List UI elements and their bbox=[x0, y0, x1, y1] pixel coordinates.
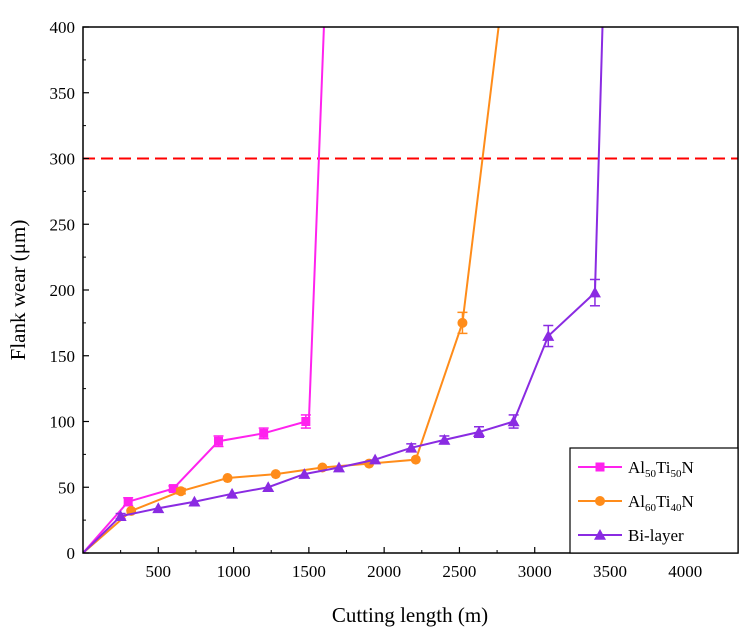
series-line bbox=[83, 27, 325, 553]
y-tick-label: 250 bbox=[50, 215, 76, 234]
legend-entry-0: Al50Ti50N bbox=[578, 458, 694, 480]
data-point bbox=[222, 473, 233, 484]
legend-subscript: 50 bbox=[671, 468, 683, 480]
data-point bbox=[405, 441, 418, 453]
series-2 bbox=[83, 27, 604, 553]
data-point bbox=[175, 486, 186, 497]
x-tick-label: 2000 bbox=[367, 562, 401, 581]
x-tick-label: 1500 bbox=[292, 562, 326, 581]
y-tick-label: 200 bbox=[50, 281, 76, 300]
x-tick-label: 2500 bbox=[442, 562, 476, 581]
y-tick-label: 300 bbox=[50, 150, 76, 169]
series-line bbox=[83, 27, 604, 553]
data-point bbox=[270, 469, 281, 480]
x-tick-label: 3500 bbox=[593, 562, 627, 581]
data-point bbox=[298, 468, 311, 479]
legend-text-part: Al bbox=[628, 492, 645, 511]
x-tick-label: 500 bbox=[146, 562, 172, 581]
legend-label: Al60Ti40N bbox=[628, 492, 694, 514]
y-tick-label: 400 bbox=[50, 18, 76, 37]
data-point bbox=[214, 436, 224, 446]
data-point bbox=[369, 453, 382, 465]
data-point bbox=[226, 487, 239, 499]
data-point bbox=[262, 481, 275, 493]
x-tick-label: 3000 bbox=[518, 562, 552, 581]
data-point bbox=[542, 330, 555, 341]
legend-text-part: Ti bbox=[656, 458, 671, 477]
data-point bbox=[188, 495, 201, 507]
legend-subscript: 50 bbox=[645, 468, 657, 480]
data-point bbox=[332, 461, 345, 473]
series-1 bbox=[83, 27, 500, 553]
legend-text-part: Ti bbox=[656, 492, 671, 511]
data-point bbox=[507, 415, 520, 427]
data-point bbox=[438, 433, 451, 445]
y-axis-label: Flank wear (μm) bbox=[6, 220, 30, 361]
legend-swatch-marker bbox=[595, 462, 605, 472]
legend-text-part: Al bbox=[628, 458, 645, 477]
data-point bbox=[588, 286, 601, 298]
data-point bbox=[168, 484, 178, 494]
data-point bbox=[152, 502, 165, 514]
x-axis-label: Cutting length (m) bbox=[332, 603, 488, 627]
legend-swatch-marker bbox=[595, 496, 605, 506]
data-point bbox=[473, 426, 486, 437]
data-point bbox=[123, 497, 133, 507]
series-0 bbox=[83, 27, 325, 553]
legend-label: Al50Ti50N bbox=[628, 458, 694, 480]
legend-text-part: N bbox=[682, 458, 694, 477]
data-point bbox=[259, 428, 269, 438]
legend-entry-1: Al60Ti40N bbox=[578, 492, 694, 514]
y-tick-label: 50 bbox=[58, 478, 75, 497]
legend-subscript: 40 bbox=[671, 502, 683, 514]
x-tick-label: 4000 bbox=[668, 562, 702, 581]
y-tick-label: 350 bbox=[50, 84, 76, 103]
plot-layer bbox=[83, 27, 738, 553]
data-point bbox=[410, 454, 421, 465]
y-tick-label: 100 bbox=[50, 413, 76, 432]
x-tick-label: 1000 bbox=[217, 562, 251, 581]
legend-subscript: 60 bbox=[645, 502, 657, 514]
legend-entry-2: Bi-layer bbox=[578, 526, 684, 545]
data-point bbox=[114, 510, 127, 521]
legend-label: Bi-layer bbox=[628, 526, 684, 545]
y-tick-label: 150 bbox=[50, 347, 76, 366]
data-point bbox=[301, 417, 311, 426]
legend-text-part: N bbox=[682, 492, 694, 511]
y-tick-label: 0 bbox=[67, 544, 76, 563]
legend-text-part: Bi-layer bbox=[628, 526, 684, 545]
series-line bbox=[83, 27, 500, 553]
data-point bbox=[457, 317, 468, 328]
legend-swatch-marker bbox=[594, 529, 606, 540]
